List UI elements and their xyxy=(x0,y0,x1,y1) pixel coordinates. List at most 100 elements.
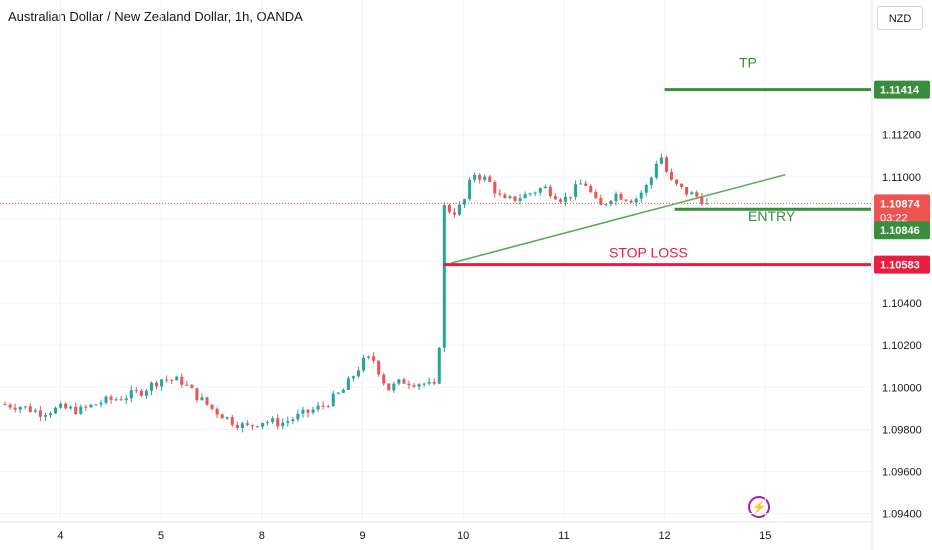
candle-body xyxy=(553,196,557,200)
candle-body xyxy=(48,413,53,416)
candle-body xyxy=(584,183,588,186)
candle-body xyxy=(705,203,709,205)
candle-body xyxy=(664,157,668,172)
candle-body xyxy=(301,409,305,414)
lightning-bolt-icon[interactable]: ⚡ xyxy=(748,496,770,518)
candle-body xyxy=(210,404,214,409)
candle-body xyxy=(94,404,98,406)
candle-body xyxy=(493,181,497,194)
candle-body xyxy=(255,426,260,428)
time-axis-label: 9 xyxy=(359,530,365,542)
candle-body xyxy=(437,347,441,384)
candle-body xyxy=(119,399,123,401)
tp-label: TP xyxy=(739,55,757,71)
candle-body xyxy=(675,179,679,184)
price-axis-label: 1.10200 xyxy=(882,340,922,352)
candle-body xyxy=(599,198,603,205)
candle-body xyxy=(28,406,32,412)
candle-body xyxy=(230,417,234,425)
candle-body xyxy=(225,417,229,419)
candle-body xyxy=(594,191,598,199)
candle-body xyxy=(639,192,643,199)
candle-body xyxy=(306,409,310,413)
candle-body xyxy=(139,390,143,396)
candle-body xyxy=(286,421,290,423)
entry-price-tag: 1.10846 xyxy=(880,225,920,237)
time-axis-label: 15 xyxy=(759,530,771,542)
candle-body xyxy=(700,196,704,204)
candle-body xyxy=(79,406,83,414)
current-price-tag: 1.10874 xyxy=(880,198,921,210)
candle-body xyxy=(321,405,325,407)
candle-body xyxy=(528,193,532,195)
time-axis-label: 8 xyxy=(259,530,265,542)
stop-loss-price-tag: 1.10583 xyxy=(880,260,920,272)
candle-body xyxy=(478,174,482,180)
candle-body xyxy=(483,176,487,180)
candle-body xyxy=(129,390,133,399)
candle-body xyxy=(417,384,421,387)
candle-body xyxy=(235,424,239,429)
chart-title: Australian Dollar / New Zealand Dollar, … xyxy=(8,9,303,24)
candle-body xyxy=(346,378,350,390)
candle-body xyxy=(473,174,477,180)
price-axis-label: 1.10400 xyxy=(882,298,922,310)
candle-body xyxy=(382,374,386,384)
candle-body xyxy=(488,176,492,182)
candle-body xyxy=(99,402,103,405)
candle-body xyxy=(402,379,406,384)
entry-label: ENTRY xyxy=(748,208,796,224)
time-axis-label: 5 xyxy=(158,530,164,542)
candle-body xyxy=(134,390,138,392)
tp-price-tag: 1.11414 xyxy=(880,85,920,97)
candle-body xyxy=(659,157,663,164)
candle-body xyxy=(356,370,360,377)
candle-body xyxy=(281,422,285,427)
candle-body xyxy=(462,199,467,205)
tp-price-tag-bg xyxy=(874,80,930,99)
candle-body xyxy=(452,212,456,215)
candle-body xyxy=(245,423,249,425)
price-axis-label: 1.09400 xyxy=(882,509,922,521)
candle-body xyxy=(104,396,108,403)
candle-body xyxy=(316,405,320,410)
candle-body xyxy=(351,376,355,379)
candle-body xyxy=(412,385,416,387)
candle-body xyxy=(180,376,184,385)
candle-body xyxy=(185,384,189,386)
candle-body xyxy=(533,192,537,194)
candle-body xyxy=(518,198,522,201)
time-axis-label: 4 xyxy=(57,530,63,542)
candle-body xyxy=(427,382,431,384)
candle-body xyxy=(220,414,224,419)
candle-body xyxy=(18,407,22,410)
candle-body xyxy=(468,179,472,200)
price-axis-label: 1.11200 xyxy=(882,130,921,142)
candle-body xyxy=(250,424,254,427)
candle-body xyxy=(54,407,58,414)
candle-body xyxy=(654,163,658,178)
candle-body xyxy=(8,404,12,408)
candle-body xyxy=(508,196,512,199)
candle-body xyxy=(634,198,638,203)
time-axis-label: 11 xyxy=(558,530,569,542)
candle-body xyxy=(498,193,502,195)
candle-body xyxy=(69,406,73,409)
currency-button[interactable]: NZD xyxy=(877,6,923,30)
candle-body xyxy=(538,188,542,193)
candle-body xyxy=(563,196,568,202)
current-price-tag-bg xyxy=(874,194,930,227)
candle-body xyxy=(685,186,689,195)
candle-body xyxy=(170,379,174,381)
candle-body xyxy=(43,415,47,417)
price-axis-label: 1.09800 xyxy=(882,424,922,436)
candle-body xyxy=(680,183,684,187)
candle-body xyxy=(326,406,330,408)
candle-body xyxy=(407,383,411,386)
candle-body xyxy=(589,185,593,192)
entry-price-tag-bg xyxy=(874,221,930,240)
candle-body xyxy=(23,406,27,408)
candle-body xyxy=(291,419,295,422)
candle-body xyxy=(432,382,436,384)
